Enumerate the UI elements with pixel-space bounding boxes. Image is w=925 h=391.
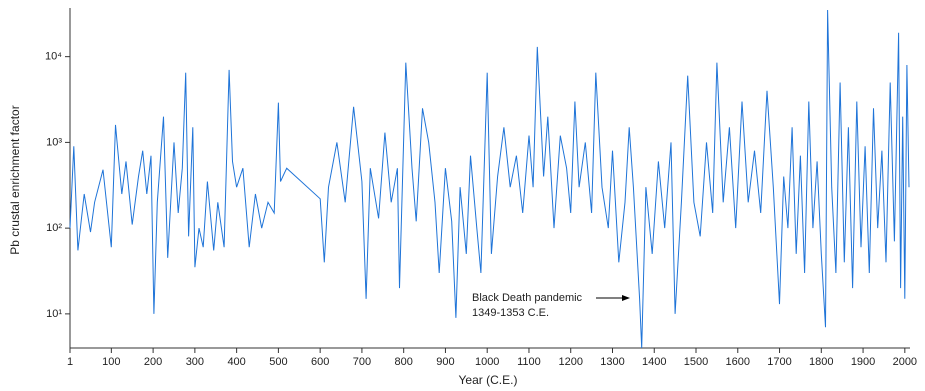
y-tick-label: 10¹ (46, 308, 62, 320)
x-tick-label: 1700 (767, 356, 791, 368)
x-tick-label: 1200 (558, 356, 582, 368)
x-tick-label: 200 (144, 356, 162, 368)
x-tick-label: 500 (269, 356, 287, 368)
x-tick-label: 1 (67, 356, 73, 368)
x-tick-label: 900 (436, 356, 454, 368)
x-tick-label: 1400 (642, 356, 666, 368)
x-tick-label: 100 (102, 356, 120, 368)
x-tick-label: 1900 (851, 356, 875, 368)
x-tick-label: 300 (186, 356, 204, 368)
x-tick-label: 800 (394, 356, 412, 368)
x-tick-label: 400 (227, 356, 245, 368)
x-tick-label: 1300 (600, 356, 624, 368)
x-axis-title: Year (C.E.) (459, 373, 518, 387)
x-tick-label: 1600 (726, 356, 750, 368)
x-tick-label: 1000 (475, 356, 499, 368)
x-tick-label: 2000 (893, 356, 917, 368)
x-tick-label: 1100 (517, 356, 541, 368)
y-tick-label: 10² (46, 222, 62, 234)
x-tick-label: 1800 (809, 356, 833, 368)
y-tick-label: 10⁴ (45, 51, 62, 63)
x-tick-label: 1500 (684, 356, 708, 368)
y-tick-label: 10³ (46, 136, 62, 148)
x-tick-label: 600 (311, 356, 329, 368)
data-line (69, 9, 910, 349)
annotation-arrowhead (622, 295, 630, 301)
x-tick-label: 700 (353, 356, 371, 368)
annotation: Black Death pandemic (472, 292, 583, 304)
y-axis-title: Pb crustal enrichment factor (8, 105, 22, 254)
annotation: 1349-1353 C.E. (472, 307, 549, 319)
